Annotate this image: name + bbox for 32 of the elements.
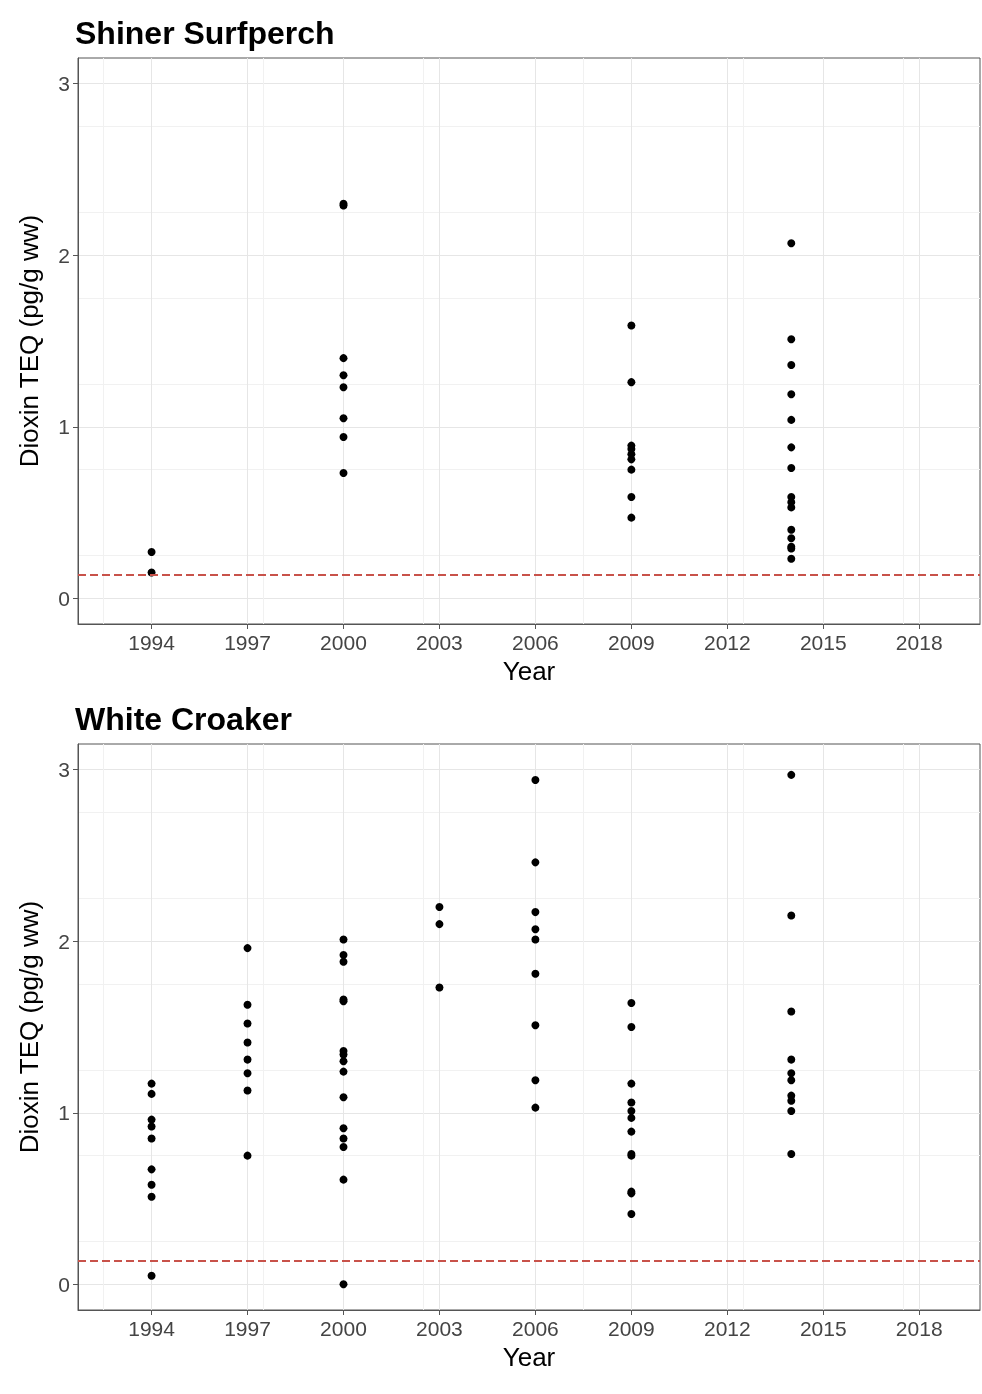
x-tick-label: 1994 bbox=[128, 1317, 176, 1340]
y-tick-label: 0 bbox=[58, 586, 70, 610]
y-tick-label: 3 bbox=[58, 72, 70, 96]
x-tick-label: 2015 bbox=[799, 1317, 847, 1340]
x-tick-label: 2006 bbox=[512, 1317, 559, 1340]
x-tick-label: 2018 bbox=[895, 631, 943, 654]
chart-title: Shiner Surfperch bbox=[75, 15, 335, 51]
y-axis-title: Dioxin TEQ (pg/g ww) bbox=[14, 214, 44, 468]
y-tick-label: 1 bbox=[58, 1101, 70, 1125]
chart-title: White Croaker bbox=[75, 701, 292, 737]
x-tick-label: 2009 bbox=[608, 1317, 655, 1340]
y-tick-label: 0 bbox=[58, 1272, 70, 1296]
x-tick-label: 2000 bbox=[320, 631, 367, 654]
y-tick-label: 1 bbox=[58, 415, 70, 439]
x-tick-label: 2012 bbox=[703, 631, 751, 654]
x-tick-label: 2003 bbox=[416, 631, 463, 654]
x-tick-label: 2009 bbox=[608, 631, 655, 654]
x-tick-label: 2000 bbox=[320, 1317, 367, 1340]
x-tick-label: 1997 bbox=[224, 631, 271, 654]
y-tick-label: 3 bbox=[58, 758, 70, 782]
x-tick-label: 2012 bbox=[703, 1317, 751, 1340]
x-tick-label: 2006 bbox=[512, 631, 559, 654]
y-tick-label: 2 bbox=[58, 929, 70, 953]
y-tick-label: 2 bbox=[58, 243, 70, 267]
x-tick-label: 2003 bbox=[416, 1317, 463, 1340]
x-axis-title: Year bbox=[502, 655, 556, 686]
x-tick-label: 1994 bbox=[128, 631, 176, 654]
y-axis-title: Dioxin TEQ (pg/g ww) bbox=[14, 900, 44, 1154]
x-tick-label: 2015 bbox=[799, 631, 847, 654]
x-axis-title: Year bbox=[502, 1341, 556, 1372]
x-tick-label: 2018 bbox=[895, 1317, 943, 1340]
x-tick-label: 1997 bbox=[224, 1317, 271, 1340]
